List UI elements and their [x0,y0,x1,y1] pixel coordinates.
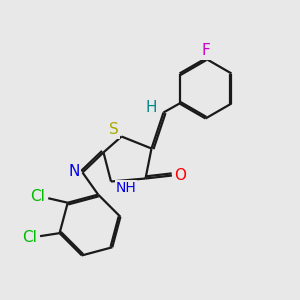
Text: F: F [201,44,210,59]
Text: Cl: Cl [30,189,45,204]
Text: S: S [109,122,119,137]
Text: H: H [145,100,157,116]
Text: O: O [174,168,186,183]
Text: N: N [68,164,80,178]
Text: NH: NH [116,181,136,195]
Text: Cl: Cl [22,230,37,245]
